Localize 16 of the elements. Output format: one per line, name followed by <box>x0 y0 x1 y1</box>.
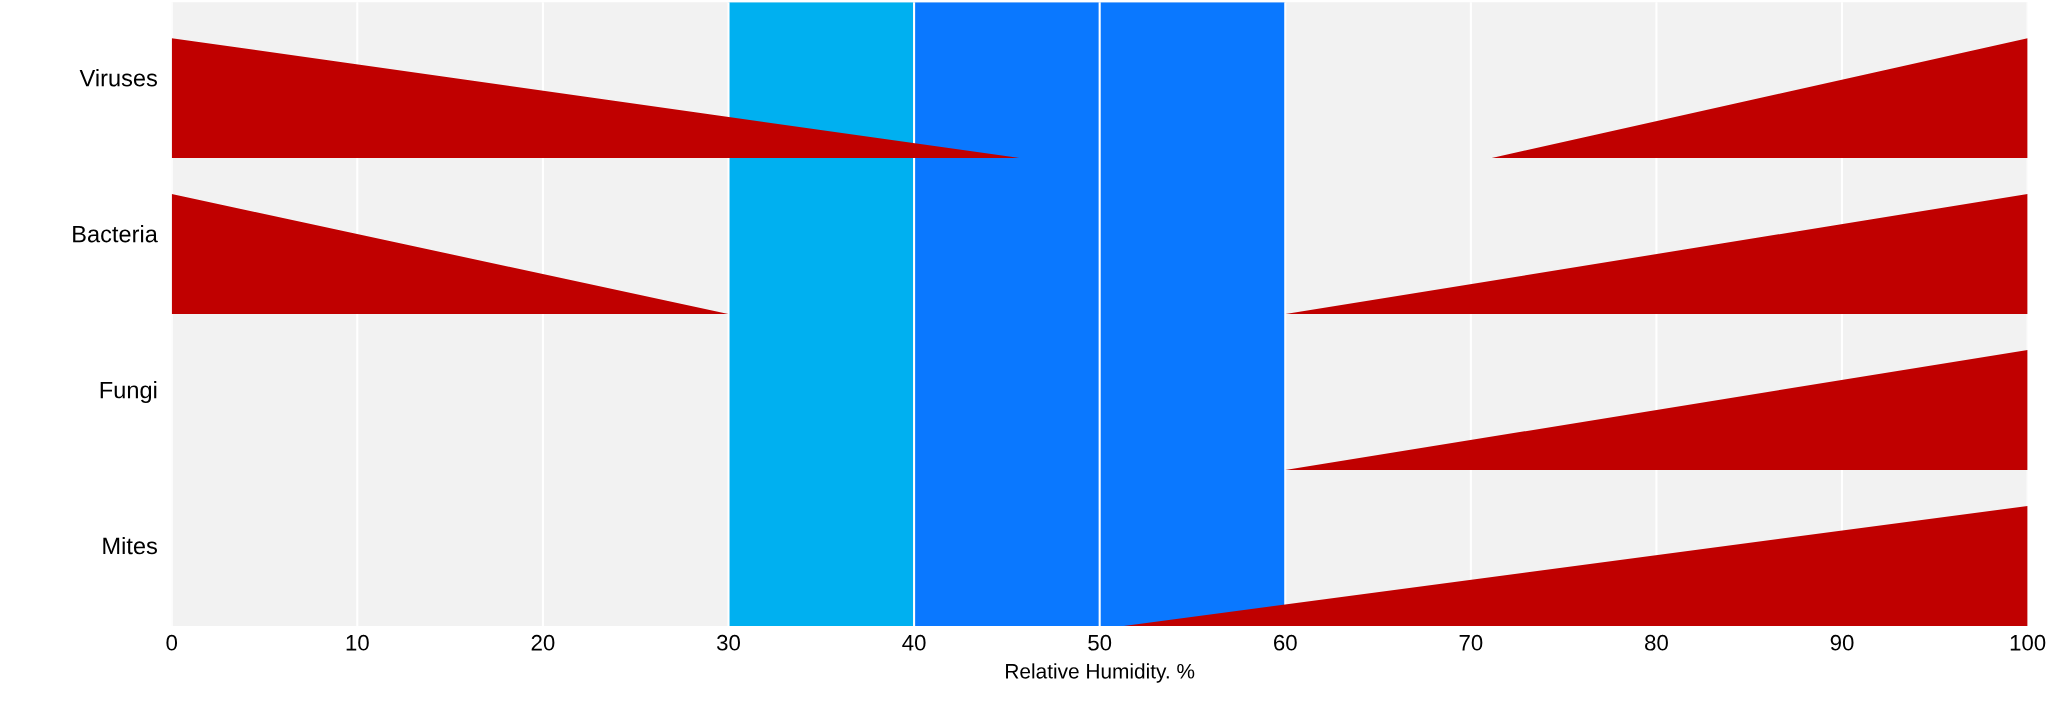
x-tick-label: 50 <box>1088 634 1112 651</box>
x-tick-label: 70 <box>1459 634 1483 651</box>
x-tick-label: 0 <box>166 634 178 651</box>
x-tick-label: 10 <box>346 634 369 651</box>
y-axis-title: Viruses <box>79 69 157 87</box>
x-tick-label: 30 <box>716 634 740 651</box>
x-tick-label: 60 <box>1274 634 1297 651</box>
x-tick-label: 100 <box>2010 634 2046 651</box>
y-axis-title: Mites <box>103 536 157 555</box>
x-tick-label: 20 <box>531 634 555 651</box>
x-axis-title: Relative Humidity. % <box>1006 663 1195 683</box>
x-tick-label: 90 <box>1830 634 1854 651</box>
y-axis-title: Bacteria <box>73 225 158 243</box>
y-axis-title: Fungi <box>100 381 157 404</box>
x-tick-label: 40 <box>902 634 926 651</box>
x-tick-label: 80 <box>1645 634 1668 651</box>
